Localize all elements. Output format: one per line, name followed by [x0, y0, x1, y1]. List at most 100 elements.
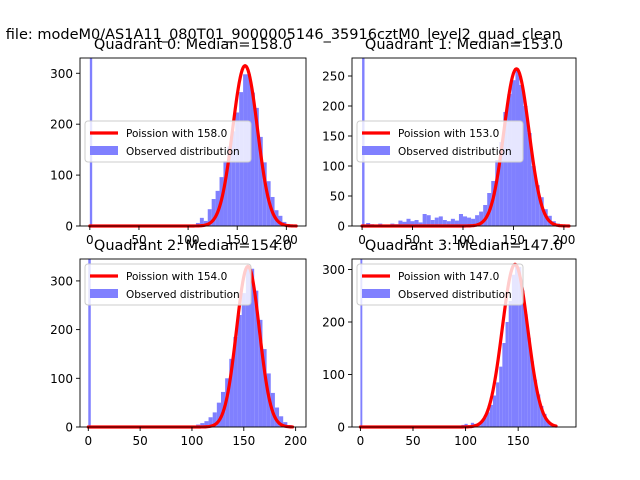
histogram-bar: [492, 395, 497, 427]
y-tick-label: 50: [330, 190, 345, 204]
legend-hist-swatch: [362, 289, 390, 298]
y-axis: 0 100 200 300: [50, 274, 80, 435]
x-tick-label: 200: [284, 434, 307, 448]
histogram-bar: [241, 293, 246, 427]
histogram-bar: [521, 290, 525, 427]
histogram-bar: [414, 220, 419, 226]
y-tick-label: 200: [322, 100, 345, 114]
histogram-bar: [499, 366, 503, 428]
legend: Poission with 154.0 Observed distribution: [84, 263, 252, 306]
histogram-bar: [454, 220, 459, 226]
histogram-bar: [430, 220, 435, 226]
histogram-bar: [426, 215, 431, 226]
legend-hist-swatch: [90, 289, 118, 298]
histogram-bar: [527, 133, 532, 226]
subplot-title: Quadrant 1: Median=153.0: [365, 37, 563, 53]
histogram-bar: [274, 407, 280, 427]
y-tick-label: 200: [50, 323, 73, 337]
y-tick-label: 0: [337, 220, 345, 234]
figure-suptitle: n file: modeM0/AS1A11_080T01_9000005146_…: [0, 27, 561, 43]
histogram-bar: [250, 92, 255, 227]
histogram-bar: [543, 413, 547, 428]
x-tick-label: 200: [552, 233, 575, 247]
histogram-bar: [546, 420, 550, 427]
legend: Poission with 153.0 Observed distribution: [356, 120, 524, 163]
histogram-bar: [422, 214, 427, 226]
legend-frame: [84, 120, 252, 163]
y-tick-label: 250: [322, 70, 345, 84]
histogram-bar: [237, 315, 242, 427]
histogram-bar: [254, 290, 259, 427]
histogram-bar: [539, 197, 544, 226]
y-tick-label: 100: [50, 169, 73, 183]
y-tick-label: 300: [50, 274, 73, 288]
histogram-bar: [527, 337, 531, 427]
y-axis: 0 100 200 300: [322, 263, 352, 435]
histogram-bar: [515, 264, 519, 427]
histogram-bar: [88, 259, 91, 427]
histogram-bar: [489, 404, 493, 427]
subplots-grid: Poission with 158.0 Observed distribution…: [50, 37, 577, 448]
histogram-bar: [200, 423, 205, 427]
histogram-bar: [207, 209, 212, 226]
histogram-bar: [496, 382, 500, 428]
histogram-bar: [418, 222, 423, 226]
histogram-bar: [530, 361, 534, 428]
y-tick-label: 0: [337, 421, 345, 435]
histogram-bar: [402, 221, 407, 226]
legend: Poission with 147.0 Observed distribution: [356, 263, 524, 306]
histogram-bar: [524, 314, 528, 428]
legend-hist-swatch: [362, 146, 390, 155]
histogram-bar: [211, 199, 216, 226]
x-tick-label: 100: [452, 233, 475, 247]
histogram-bar: [503, 112, 508, 226]
x-tick-label: 50: [405, 434, 420, 448]
x-tick-label: 100: [454, 434, 477, 448]
axes-frame: [79, 258, 307, 428]
x-axis: 0 50 100 150: [357, 427, 530, 448]
histogram-bar: [495, 160, 500, 226]
y-axis: 0 100 200 300: [50, 67, 80, 234]
y-tick-label: 300: [322, 263, 345, 277]
histogram-bar: [406, 218, 411, 226]
x-tick-label: 150: [226, 233, 249, 247]
x-tick-label: 50: [132, 434, 147, 448]
y-tick-label: 0: [65, 421, 73, 435]
histogram-bar: [398, 220, 403, 226]
histogram-bar: [212, 412, 217, 427]
histogram-bar: [204, 421, 209, 427]
histogram-bar: [518, 266, 522, 428]
legend-observed-label: Observed distribution: [126, 289, 240, 301]
legend-poisson-label: Poission with 154.0: [126, 271, 227, 283]
histogram-bar: [462, 216, 468, 226]
legend: Poission with 158.0 Observed distribution: [84, 120, 252, 163]
y-tick-label: 300: [50, 67, 73, 81]
histogram-bar: [262, 349, 267, 427]
x-tick-label: 50: [131, 233, 146, 247]
subplot-title: Quadrant 2: Median=154.0: [94, 238, 292, 254]
histogram-bar: [250, 268, 255, 427]
histogram-bar: [229, 358, 234, 427]
axes-frame: [351, 258, 577, 428]
y-axis: 0 50 100 150 200 250: [322, 70, 352, 234]
y-tick-label: 100: [322, 160, 345, 174]
x-tick-label: 100: [177, 233, 200, 247]
histogram-bar: [262, 162, 267, 226]
subplot-title: Quadrant 3: Median=147.0: [365, 238, 563, 254]
legend-observed-label: Observed distribution: [126, 146, 240, 158]
x-tick-label: 0: [86, 233, 94, 247]
x-tick-label: 200: [275, 233, 298, 247]
subplot-title: Quadrant 0: Median=158.0: [94, 37, 292, 53]
axes-frame: [79, 57, 307, 227]
histogram-bar: [446, 221, 451, 226]
legend-hist-swatch: [90, 146, 118, 155]
histogram-bar: [467, 217, 472, 226]
histogram-bar: [442, 220, 447, 226]
x-axis: 0 50 100 150 200: [358, 226, 575, 247]
legend-poisson-label: Poission with 147.0: [398, 271, 499, 283]
subplot-quadrant-2: Poission with 154.0 Observed distribution…: [50, 238, 307, 448]
axes-frame: [351, 57, 577, 227]
histogram-bar: [540, 406, 544, 427]
histogram-bar: [475, 215, 480, 226]
histogram-bar: [479, 211, 484, 226]
